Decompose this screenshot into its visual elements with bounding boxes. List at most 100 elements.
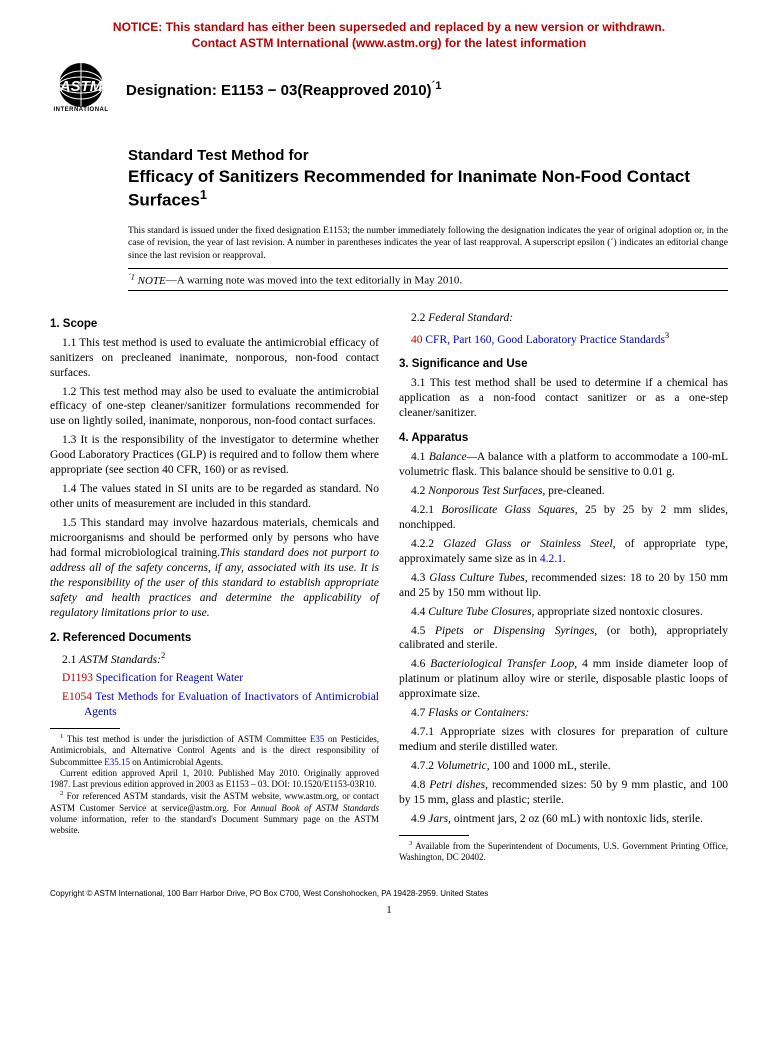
para-4-3: 4.3 Glass Culture Tubes, recommended siz… [399, 571, 728, 601]
section-1-head: 1. Scope [50, 317, 379, 332]
p41-lead: 4.1 [411, 451, 429, 463]
p44-rest: appropriate sized nontoxic closures. [534, 606, 702, 618]
ref-40cfr-text[interactable]: CFR, Part 160, Good Laboratory Practice … [423, 334, 665, 346]
p46-ital: Bacteriological Transfer Loop, [430, 658, 577, 670]
astm-logo: ASTM INTERNATIONAL [50, 61, 112, 117]
footnote-3: 3 Available from the Superintendent of D… [399, 840, 728, 864]
ref-d1193: D1193 Specification for Reagent Water [62, 671, 379, 686]
para-4-7-1: 4.7.1 Appropriate sizes with closures fo… [399, 725, 728, 755]
p44-lead: 4.4 [411, 606, 428, 618]
p42-ital: Nonporous Test Surfaces, [428, 485, 545, 497]
para-4-7-2: 4.7.2 Volumetric, 100 and 1000 mL, steri… [399, 759, 728, 774]
p41-ital: Balance— [429, 451, 477, 463]
p49-lead: 4.9 [411, 813, 428, 825]
para-1-2: 1.2 This test method may also be used to… [50, 385, 379, 430]
title-main: Efficacy of Sanitizers Recommended for I… [128, 166, 728, 211]
designation: Designation: E1153 − 03(Reapproved 2010)… [126, 80, 442, 99]
section-3-head: 3. Significance and Use [399, 357, 728, 372]
page-number: 1 [50, 904, 728, 916]
p421-ital: Borosilicate Glass Squares, [441, 504, 577, 516]
designation-sup: ´1 [432, 80, 442, 92]
para-2-2: 2.2 Federal Standard: [399, 311, 728, 326]
note-sup: ´1 [128, 272, 135, 281]
para-4-9: 4.9 Jars, ointment jars, 2 oz (60 mL) wi… [399, 812, 728, 827]
para-4-2-2: 4.2.2 Glazed Glass or Stainless Steel, o… [399, 537, 728, 567]
footnote-2: 2 For referenced ASTM standards, visit t… [50, 790, 379, 836]
section-4-head: 4. Apparatus [399, 431, 728, 446]
p42-lead: 4.2 [411, 485, 428, 497]
p21-sup: 2 [161, 650, 165, 660]
ref-40cfr: 40 CFR, Part 160, Good Laboratory Practi… [411, 330, 728, 348]
p46-lead: 4.6 [411, 658, 430, 670]
fn1-link2[interactable]: E35.15 [104, 757, 130, 767]
para-4-8: 4.8 Petri dishes, recommended sizes: 50 … [399, 778, 728, 808]
fn2ital: Annual Book of ASTM Standards [251, 803, 379, 813]
p47-ital: Flasks or Containers: [428, 707, 529, 719]
p21-ital: ASTM Standards: [79, 653, 161, 665]
ref-e1054: E1054 Test Methods for Evaluation of Ina… [62, 690, 379, 720]
ref-40cfr-sup: 3 [665, 330, 669, 340]
para-4-2-1: 4.2.1 Borosilicate Glass Squares, 25 by … [399, 503, 728, 533]
p44-ital: Culture Tube Closures, [428, 606, 534, 618]
p422-restb: . [563, 553, 566, 565]
para-1-1: 1.1 This test method is used to evaluate… [50, 336, 379, 381]
notice-block: NOTICE: This standard has either been su… [50, 20, 728, 51]
section-2-head: 2. Referenced Documents [50, 631, 379, 646]
para-4-2: 4.2 Nonporous Test Surfaces, pre-cleaned… [399, 484, 728, 499]
p421-lead: 4.2.1 [411, 504, 441, 516]
title-block: Standard Test Method for Efficacy of San… [128, 147, 728, 211]
para-4-4: 4.4 Culture Tube Closures, appropriate s… [399, 605, 728, 620]
title-pre: Standard Test Method for [128, 147, 728, 166]
left-column: 1. Scope 1.1 This test method is used to… [50, 307, 379, 864]
p45-lead: 4.5 [411, 625, 435, 637]
fn2b: volume information, refer to the standar… [50, 814, 379, 835]
para-4-6: 4.6 Bacteriological Transfer Loop, 4 mm … [399, 657, 728, 702]
footnote-1-p2: Current edition approved April 1, 2010. … [50, 768, 379, 791]
ref-40cfr-code[interactable]: 40 [411, 334, 423, 346]
fn1c: on Antimicrobial Agents. [130, 757, 223, 767]
p48-ital: Petri dishes, [429, 779, 488, 791]
title-main-text: Efficacy of Sanitizers Recommended for I… [128, 167, 690, 210]
p21-lead: 2.1 [62, 653, 79, 665]
para-1-4: 1.4 The values stated in SI units are to… [50, 482, 379, 512]
para-4-5: 4.5 Pipets or Dispensing Syringes, (or b… [399, 624, 728, 654]
p422-link[interactable]: 4.2.1 [540, 553, 563, 565]
ref-d1193-code[interactable]: D1193 [62, 672, 93, 684]
p49-ital: Jars, [428, 813, 451, 825]
header-row: ASTM INTERNATIONAL Designation: E1153 − … [50, 61, 728, 117]
page: NOTICE: This standard has either been su… [0, 0, 778, 946]
notice-line-1: NOTICE: This standard has either been su… [50, 20, 728, 36]
footnote-rule-right [399, 835, 469, 836]
title-sup: 1 [200, 187, 207, 202]
p472-lead: 4.7.2 [411, 760, 437, 772]
p472-ital: Volumetric, [437, 760, 490, 772]
ref-e1054-text[interactable]: Test Methods for Evaluation of Inactivat… [84, 691, 379, 718]
designation-text: Designation: E1153 − 03(Reapproved 2010) [126, 82, 432, 99]
fn1a: This test method is under the jurisdicti… [63, 734, 309, 744]
p472-rest: 100 and 1000 mL, sterile. [490, 760, 611, 772]
para-1-3: 1.3 It is the responsibility of the inve… [50, 433, 379, 478]
footnote-1: 1 This test method is under the jurisdic… [50, 733, 379, 768]
fn1-link1[interactable]: E35 [310, 734, 325, 744]
ref-d1193-text[interactable]: Specification for Reagent Water [93, 672, 243, 684]
p45-ital: Pipets or Dispensing Syringes, [435, 625, 597, 637]
para-4-1: 4.1 Balance—A balance with a platform to… [399, 450, 728, 480]
p43-lead: 4.3 [411, 572, 429, 584]
para-4-7: 4.7 Flasks or Containers: [399, 706, 728, 721]
p22-lead: 2.2 [411, 312, 428, 324]
p22-ital: Federal Standard: [428, 312, 513, 324]
right-column: 2.2 Federal Standard: 40 CFR, Part 160, … [399, 307, 728, 864]
footnote-rule-left [50, 728, 120, 729]
p42-rest: pre-cleaned. [545, 485, 604, 497]
epsilon-note: ´1 NOTE—A warning note was moved into th… [128, 268, 728, 291]
note-label: NOTE [135, 275, 166, 287]
para-2-1: 2.1 ASTM Standards:2 [50, 650, 379, 668]
p422-lead: 4.2.2 [411, 538, 443, 550]
issuance-note: This standard is issued under the fixed … [128, 225, 728, 262]
ref-e1054-code[interactable]: E1054 [62, 691, 92, 703]
para-1-5: 1.5 This standard may involve hazardous … [50, 516, 379, 621]
svg-text:ASTM: ASTM [59, 78, 103, 95]
p49-rest: ointment jars, 2 oz (60 mL) with nontoxi… [451, 813, 703, 825]
p48-lead: 4.8 [411, 779, 429, 791]
columns: 1. Scope 1.1 This test method is used to… [50, 307, 728, 864]
